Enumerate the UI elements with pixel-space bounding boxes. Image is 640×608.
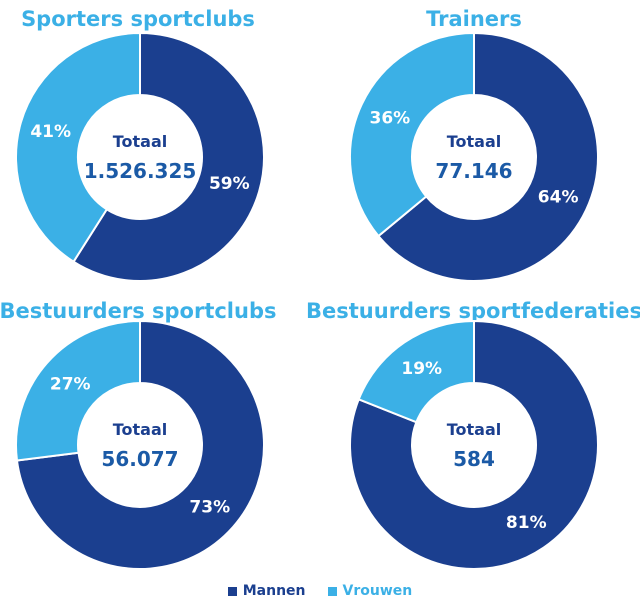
center-label: Totaal: [113, 132, 168, 151]
slice-label-mannen: 73%: [189, 498, 230, 518]
slice-vrouwen: [349, 31, 475, 238]
slice-vrouwen: [15, 319, 141, 462]
legend-label-mannen: Mannen: [242, 583, 306, 599]
slice-mannen: [377, 31, 599, 282]
slice-label-mannen: 81%: [506, 513, 547, 533]
slice-label-mannen: 64%: [538, 188, 579, 208]
legend-swatch-mannen: [227, 586, 237, 596]
center-label: Totaal: [447, 132, 502, 151]
center-total: 1.526.325: [84, 159, 197, 183]
slice-label-vrouwen: 27%: [50, 374, 91, 394]
donut-hole: [79, 96, 201, 218]
legend: Mannen Vrouwen: [0, 583, 640, 599]
donut-chart-bestuurders-sportfederaties: Bestuurders sportfederaties 81% 19% Totaal 5…: [306, 299, 640, 570]
center-total: 584: [453, 447, 495, 471]
chart-title: Bestuurders sportclubs: [0, 299, 276, 323]
slice-mannen: [349, 319, 599, 570]
legend-label-vrouwen: Vrouwen: [342, 583, 413, 599]
donut-chart-sporters-sportclubs: Sporters sportclubs 59% 41% Totaal 1.526.325: [15, 7, 265, 282]
donut-chart-bestuurders-sportclubs: Bestuurders sportclubs 73% 27% Totaal 56.077: [0, 299, 276, 570]
chart-title: Bestuurders sportfederaties: [306, 299, 640, 323]
center-total: 56.077: [101, 447, 178, 471]
center-label: Totaal: [113, 420, 168, 439]
center-label: Totaal: [447, 420, 502, 439]
donut-hole: [413, 384, 535, 506]
slice-vrouwen: [357, 319, 475, 424]
slice-mannen: [15, 319, 265, 570]
legend-swatch-vrouwen: [327, 586, 337, 596]
slice-vrouwen: [15, 31, 141, 264]
slice-label-vrouwen: 19%: [401, 359, 442, 379]
center-total: 77.146: [435, 159, 512, 183]
slice-label-vrouwen: 41%: [30, 122, 71, 142]
chart-title: Trainers: [426, 7, 522, 31]
donut-chart-trainers: Trainers 64% 36% Totaal 77.146: [349, 7, 599, 282]
legend-item-vrouwen: Vrouwen: [327, 583, 413, 599]
donut-hole: [413, 96, 535, 218]
slice-label-vrouwen: 36%: [369, 108, 410, 128]
legend-item-mannen: Mannen: [227, 583, 306, 599]
slice-label-mannen: 59%: [209, 174, 250, 194]
chart-title: Sporters sportclubs: [21, 7, 255, 31]
slice-mannen: [72, 31, 265, 282]
donut-hole: [79, 384, 201, 506]
